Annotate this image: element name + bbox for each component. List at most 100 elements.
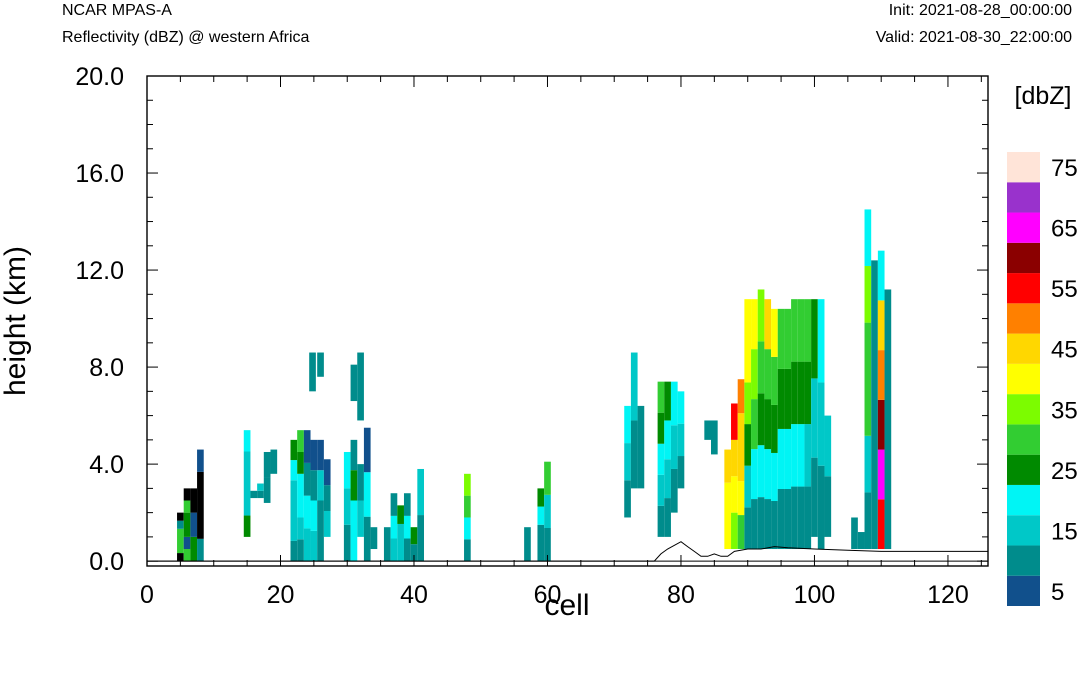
y-tick-label: 20.0	[75, 63, 124, 91]
init-time: Init: 2021-08-28_00:00:00	[888, 2, 1072, 19]
colorbar-swatch-8	[1007, 333, 1040, 364]
reflectivity-cell-2-0	[190, 536, 198, 562]
reflectivity-cell-50-1	[764, 449, 772, 500]
reflectivity-cell-8-0	[270, 449, 278, 474]
reflectivity-cell-18-0	[350, 500, 358, 562]
reflectivity-cell-38-1	[657, 474, 665, 506]
reflectivity-cell-0-3	[177, 512, 184, 521]
reflectivity-cell-12-2	[310, 470, 318, 501]
reflectivity-cell-56-0	[804, 486, 812, 550]
reflectivity-cell-54-3	[791, 299, 798, 362]
reflectivity-cell-48-4	[751, 299, 758, 350]
y-tick-label: 8.0	[89, 354, 124, 382]
reflectivity-cell-9-3	[290, 439, 298, 461]
reflectivity-cell-44-1	[724, 449, 732, 483]
colorbar-label: 55	[1051, 276, 1078, 303]
colorbar-swatch-7	[1007, 363, 1040, 395]
colorbar-swatch-4	[1007, 454, 1040, 485]
reflectivity-cell-62-2	[864, 322, 872, 436]
model-title: NCAR MPAS-A	[62, 2, 172, 19]
reflectivity-cell-26-0	[397, 523, 404, 562]
reflectivity-cell-53-0	[784, 488, 792, 550]
reflectivity-cell-2-1	[190, 512, 198, 537]
reflectivity-cell-49-2	[757, 393, 765, 446]
colorbar-label: 45	[1051, 337, 1078, 364]
reflectivity-cell-65-0	[884, 289, 892, 550]
reflectivity-cells	[177, 209, 892, 562]
x-axis-label: cell	[544, 589, 589, 622]
reflectivity-cell-22-2	[363, 427, 371, 473]
reflectivity-cell-63-0	[871, 260, 878, 550]
colorbar-swatch-6	[1007, 394, 1040, 425]
reflectivity-cell-47-0	[744, 507, 752, 550]
reflectivity-cell-0-1	[177, 528, 184, 554]
reflectivity-cell-46-0	[737, 515, 745, 550]
reflectivity-cell-57-1	[811, 378, 818, 458]
field-subtitle: Reflectivity (dBZ) @ western Africa	[62, 29, 310, 46]
reflectivity-cell-16-0	[317, 352, 324, 377]
reflectivity-cell-52-2	[777, 368, 785, 429]
x-tick-label: 120	[927, 581, 969, 609]
reflectivity-cell-64-2	[877, 399, 885, 450]
reflectivity-cell-51-3	[771, 356, 778, 405]
plot-frame	[146, 75, 989, 567]
reflectivity-cell-27-1	[403, 515, 411, 539]
reflectivity-cell-19-1	[357, 464, 364, 501]
reflectivity-cell-10-2	[297, 473, 304, 518]
reflectivity-cell-14-2	[323, 459, 331, 486]
reflectivity-cell-4-2	[243, 430, 251, 452]
reflectivity-cell-47-3	[744, 382, 752, 425]
reflectivity-cell-22-1	[363, 472, 371, 517]
colorbar-swatch-11	[1007, 242, 1040, 274]
reflectivity-cell-45-3	[731, 403, 738, 440]
reflectivity-cell-3-1	[197, 471, 204, 539]
reflectivity-cell-41-1	[677, 423, 685, 457]
reflectivity-cell-58-2	[817, 299, 825, 383]
reflectivity-cell-9-1	[290, 480, 298, 541]
reflectivity-cell-17-1	[343, 488, 351, 525]
reflectivity-cell-25-2	[390, 493, 398, 516]
reflectivity-cell-54-0	[791, 486, 798, 550]
reflectivity-cell-47-2	[744, 424, 752, 466]
colorbar-swatch-13	[1007, 182, 1040, 213]
reflectivity-cell-56-2	[804, 361, 812, 425]
reflectivity-cell-0-2	[177, 520, 184, 529]
reflectivity-cell-1-4	[183, 488, 191, 501]
colorbar-unit: [dbZ]	[1015, 82, 1072, 110]
reflectivity-cell-13-0	[317, 500, 324, 562]
reflectivity-cell-58-1	[817, 382, 825, 466]
reflectivity-cell-38-2	[657, 443, 665, 475]
reflectivity-cell-27-0	[403, 538, 411, 562]
reflectivity-cell-64-5	[877, 250, 885, 301]
reflectivity-cell-14-0	[323, 511, 331, 537]
x-axis: 0 20 40 60 80 100 120	[140, 76, 982, 609]
reflectivity-cell-48-2	[751, 399, 758, 450]
reflectivity-cell-57-0	[811, 457, 818, 537]
reflectivity-cell-12-0	[310, 530, 318, 562]
reflectivity-cell-11-1	[303, 495, 311, 529]
reflectivity-cell-15-0	[309, 352, 316, 392]
reflectivity-cell-2-2	[190, 488, 198, 513]
x-tick-label: 0	[140, 581, 154, 609]
colorbar-label: 75	[1051, 155, 1078, 182]
reflectivity-cell-38-4	[657, 381, 665, 413]
colorbar-swatch-3	[1007, 484, 1040, 516]
reflectivity-cell-49-3	[757, 341, 765, 394]
reflectivity-cell-51-1	[771, 452, 778, 501]
reflectivity-cell-39-0	[664, 498, 671, 537]
reflectivity-cell-25-1	[390, 515, 398, 539]
reflectivity-cell-17-0	[343, 524, 351, 562]
reflectivity-cell-45-0	[731, 512, 738, 550]
reflectivity-cell-43-0	[711, 420, 718, 455]
reflectivity-cell-64-0	[877, 499, 885, 550]
reflectivity-cell-26-1	[397, 505, 404, 524]
colorbar-label: 65	[1051, 216, 1078, 243]
y-tick-label: 4.0	[89, 451, 124, 479]
reflectivity-cell-53-1	[784, 428, 792, 489]
reflectivity-cell-11-0	[303, 528, 311, 562]
reflectivity-cell-3-2	[197, 449, 204, 472]
y-tick-label: 12.0	[75, 257, 124, 285]
reflectivity-cell-17-2	[343, 451, 351, 489]
reflectivity-cell-10-3	[297, 451, 304, 474]
